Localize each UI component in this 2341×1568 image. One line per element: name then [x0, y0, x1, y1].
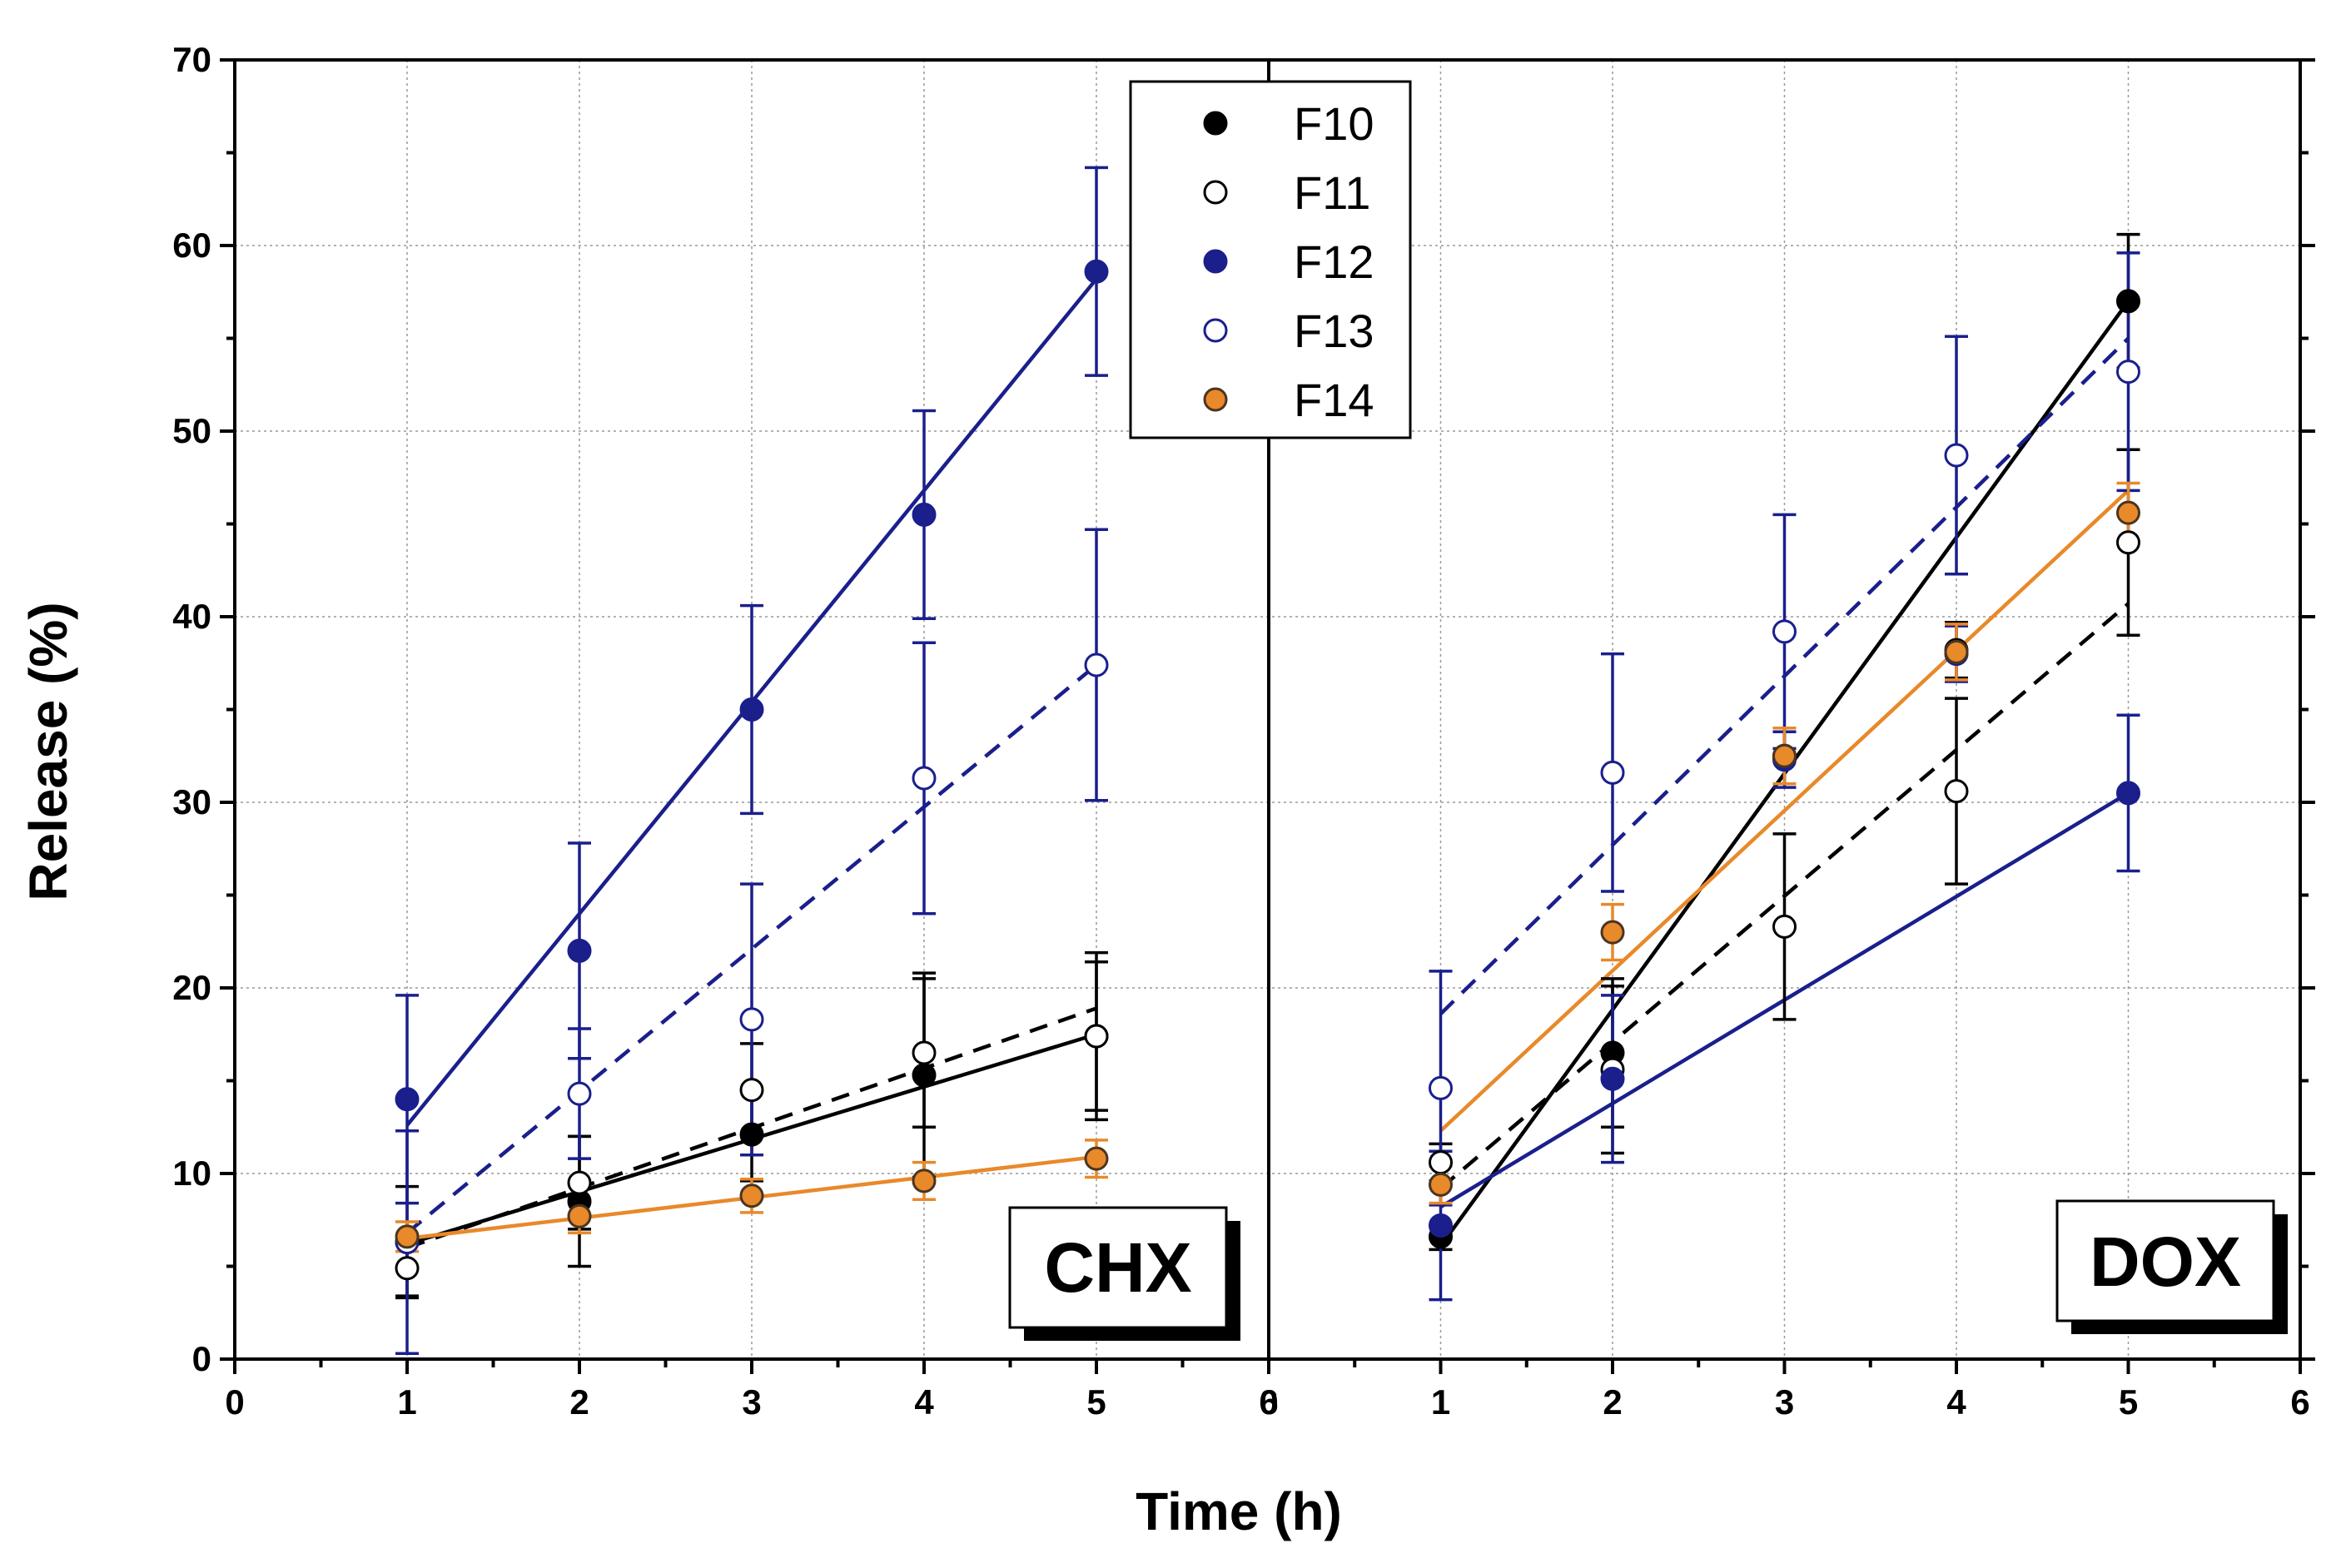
- data-point-chx-f13: [912, 766, 937, 791]
- x-tick-label-p1: 1: [1431, 1382, 1450, 1422]
- data-point-dox-f13: [1944, 443, 1969, 468]
- data-point-chx-f10: [739, 1122, 764, 1147]
- y-tick-label: 70: [172, 40, 211, 79]
- legend-marker-f12: [1203, 249, 1228, 274]
- x-tick-label-p1: 6: [2290, 1382, 2309, 1422]
- data-point-chx-f14: [912, 1169, 937, 1193]
- data-point-dox-f13: [1772, 619, 1797, 644]
- legend-marker-f14: [1203, 387, 1228, 412]
- legend: F10 F11 F12 F13 F14: [1129, 80, 1412, 439]
- y-tick-label: 60: [172, 226, 211, 265]
- x-tick-label-p0: 1: [397, 1382, 416, 1422]
- legend-label-f11: F11: [1294, 166, 1370, 219]
- data-point-chx-f13: [1084, 653, 1109, 677]
- y-tick-label: 40: [172, 597, 211, 636]
- x-tick-label-p0: 3: [742, 1382, 761, 1422]
- data-point-dox-f11: [2116, 530, 2140, 555]
- panel-label-dox-box: DOX: [2055, 1199, 2288, 1334]
- data-point-dox-f10: [2116, 289, 2140, 314]
- data-point-dox-f11: [1429, 1150, 1453, 1175]
- data-point-dox-f13: [1429, 1075, 1453, 1100]
- data-point-dox-f14: [1600, 920, 1625, 945]
- data-points: [395, 259, 2140, 1281]
- panel-label-dox: DOX: [2090, 1223, 2241, 1301]
- data-point-chx-f14: [567, 1203, 592, 1228]
- x-tick-label-p0: 5: [1086, 1382, 1106, 1422]
- data-point-dox-f14: [1944, 639, 1969, 664]
- y-tick-label: 50: [172, 411, 211, 450]
- x-tick-label-p0: 6: [1259, 1382, 1278, 1422]
- x-tick-label-p1: 5: [2119, 1382, 2138, 1422]
- data-point-chx-f11: [739, 1078, 764, 1103]
- x-tick-label-p1: 2: [1603, 1382, 1622, 1422]
- data-point-chx-f12: [395, 1087, 420, 1112]
- data-point-dox-f14: [1429, 1172, 1453, 1197]
- legend-marker-f10: [1203, 111, 1228, 136]
- data-point-chx-f11: [912, 1040, 937, 1065]
- data-point-chx-f13: [567, 1081, 592, 1106]
- panel-label-chx: CHX: [1044, 1228, 1191, 1307]
- y-tick-label: 10: [172, 1154, 211, 1193]
- x-axis-title: Time (h): [1136, 1481, 1342, 1541]
- data-point-chx-f14: [395, 1224, 420, 1249]
- legend-label-f12: F12: [1294, 236, 1374, 288]
- y-tick-label: 30: [172, 782, 211, 821]
- data-point-chx-f13: [739, 1007, 764, 1032]
- data-point-chx-f12: [1084, 259, 1109, 284]
- y-tick-label: 0: [192, 1339, 211, 1378]
- data-point-chx-f14: [739, 1183, 764, 1208]
- data-point-dox-f13: [2116, 360, 2140, 385]
- data-point-chx-f12: [739, 697, 764, 722]
- fit-line-dox-f14: [1439, 489, 2130, 1133]
- data-point-chx-f10: [912, 1063, 937, 1088]
- data-point-dox-f11: [1944, 779, 1969, 804]
- data-point-dox-f12: [2116, 781, 2140, 806]
- x-tick-label-p1: 0: [1259, 1382, 1278, 1422]
- y-tick-label: 20: [172, 968, 211, 1007]
- data-point-chx-f12: [912, 502, 937, 527]
- data-point-dox-f12: [1429, 1213, 1453, 1238]
- x-tick-label-p1: 3: [1775, 1382, 1794, 1422]
- data-point-dox-f12: [1600, 1066, 1625, 1091]
- y-axis-title: Release (%): [18, 602, 78, 901]
- data-point-chx-f11: [567, 1170, 592, 1195]
- legend-box: [1129, 80, 1412, 439]
- data-point-dox-f11: [1772, 914, 1797, 939]
- data-point-chx-f12: [567, 938, 592, 963]
- legend-marker-f11: [1203, 180, 1228, 205]
- x-tick-label-p0: 2: [569, 1382, 589, 1422]
- data-point-chx-f11: [1084, 1024, 1109, 1049]
- data-point-chx-f14: [1084, 1146, 1109, 1171]
- data-point-dox-f14: [1772, 743, 1797, 768]
- x-tick-label-p0: 0: [225, 1382, 244, 1422]
- data-point-chx-f11: [395, 1256, 420, 1281]
- legend-label-f14: F14: [1294, 374, 1374, 426]
- legend-label-f10: F10: [1294, 97, 1374, 150]
- x-tick-label-p1: 4: [1946, 1382, 1966, 1422]
- legend-marker-f13: [1203, 318, 1228, 343]
- x-tick-label-p0: 4: [914, 1382, 934, 1422]
- data-point-dox-f13: [1600, 760, 1625, 785]
- data-point-dox-f14: [2116, 500, 2140, 525]
- panel-label-chx-box: CHX: [1008, 1206, 1240, 1341]
- legend-label-f13: F13: [1294, 305, 1374, 357]
